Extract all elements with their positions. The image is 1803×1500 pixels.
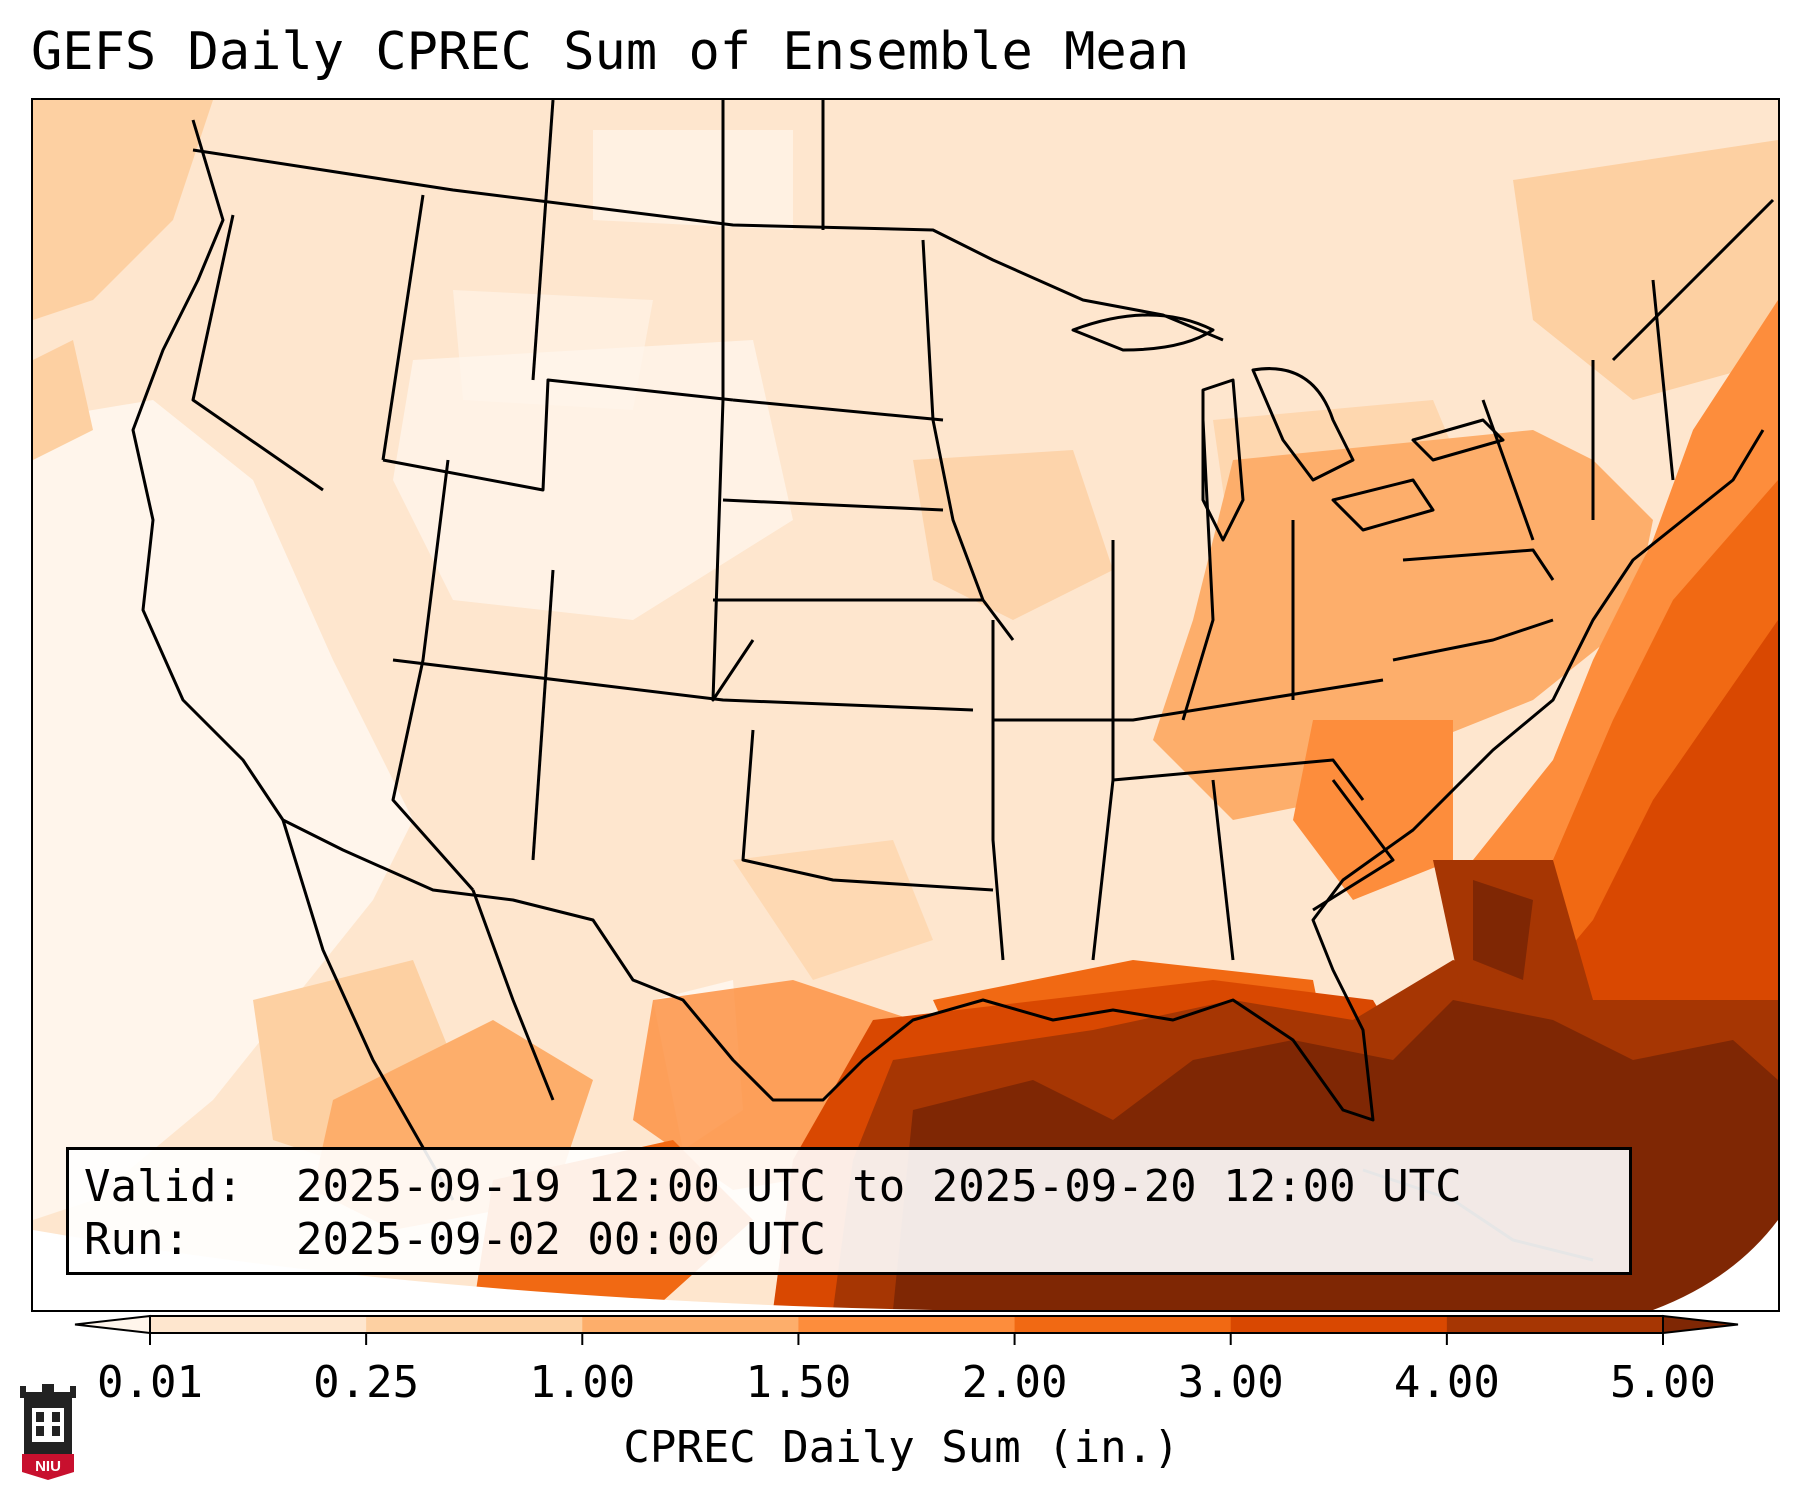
logo-text: NIU: [35, 1458, 61, 1475]
colorbar-segment: [1230, 1316, 1448, 1333]
colorbar-tick-label: 4.00: [1393, 1357, 1500, 1408]
colorbar-segment: [1014, 1316, 1232, 1333]
colorbar-tick-label: 0.01: [97, 1357, 203, 1408]
valid-row: Valid: 2025-09-19 12:00 UTC to 2025-09-20…: [84, 1160, 1629, 1213]
valid-value: 2025-09-19 12:00 UTC to 2025-09-20 12:00…: [296, 1161, 1462, 1212]
colorbar-tick-label: 2.00: [961, 1357, 1068, 1408]
colorbar-segment: [1446, 1316, 1664, 1333]
colorbar: [74, 1314, 1739, 1345]
colorbar-segment: [150, 1316, 367, 1333]
precip-map: [33, 100, 1778, 1310]
colorbar-extend-low: [74, 1314, 151, 1335]
colorbar-tick-label: 3.00: [1177, 1357, 1284, 1408]
colorbar-tick-label: 0.25: [313, 1357, 420, 1408]
colorbar-outline: [149, 1315, 1664, 1334]
colorbar-tick-label: 1.50: [745, 1357, 852, 1408]
run-label: Run:: [84, 1214, 190, 1265]
colorbar-segment: [798, 1316, 1016, 1333]
colorbar-tick-label: 5.00: [1610, 1357, 1716, 1408]
colorbar-tick-label: 1.00: [529, 1357, 636, 1408]
colorbar-label: CPREC Daily Sum (in.): [623, 1422, 1180, 1473]
map-panel: [31, 98, 1780, 1312]
university-tower-logo: NIU: [20, 1384, 76, 1480]
run-value: 2025-09-02 00:00 UTC: [296, 1214, 826, 1265]
valid-run-info-box: Valid: 2025-09-19 12:00 UTC to 2025-09-20…: [66, 1147, 1632, 1275]
colorbar-segment: [582, 1316, 799, 1333]
valid-label: Valid:: [84, 1161, 243, 1212]
colorbar-extend-high: [1662, 1314, 1739, 1335]
map-title: GEFS Daily CPREC Sum of Ensemble Mean: [31, 22, 1190, 82]
run-row: Run: 2025-09-02 00:00 UTC: [84, 1213, 1629, 1266]
colorbar-segment: [366, 1316, 583, 1333]
